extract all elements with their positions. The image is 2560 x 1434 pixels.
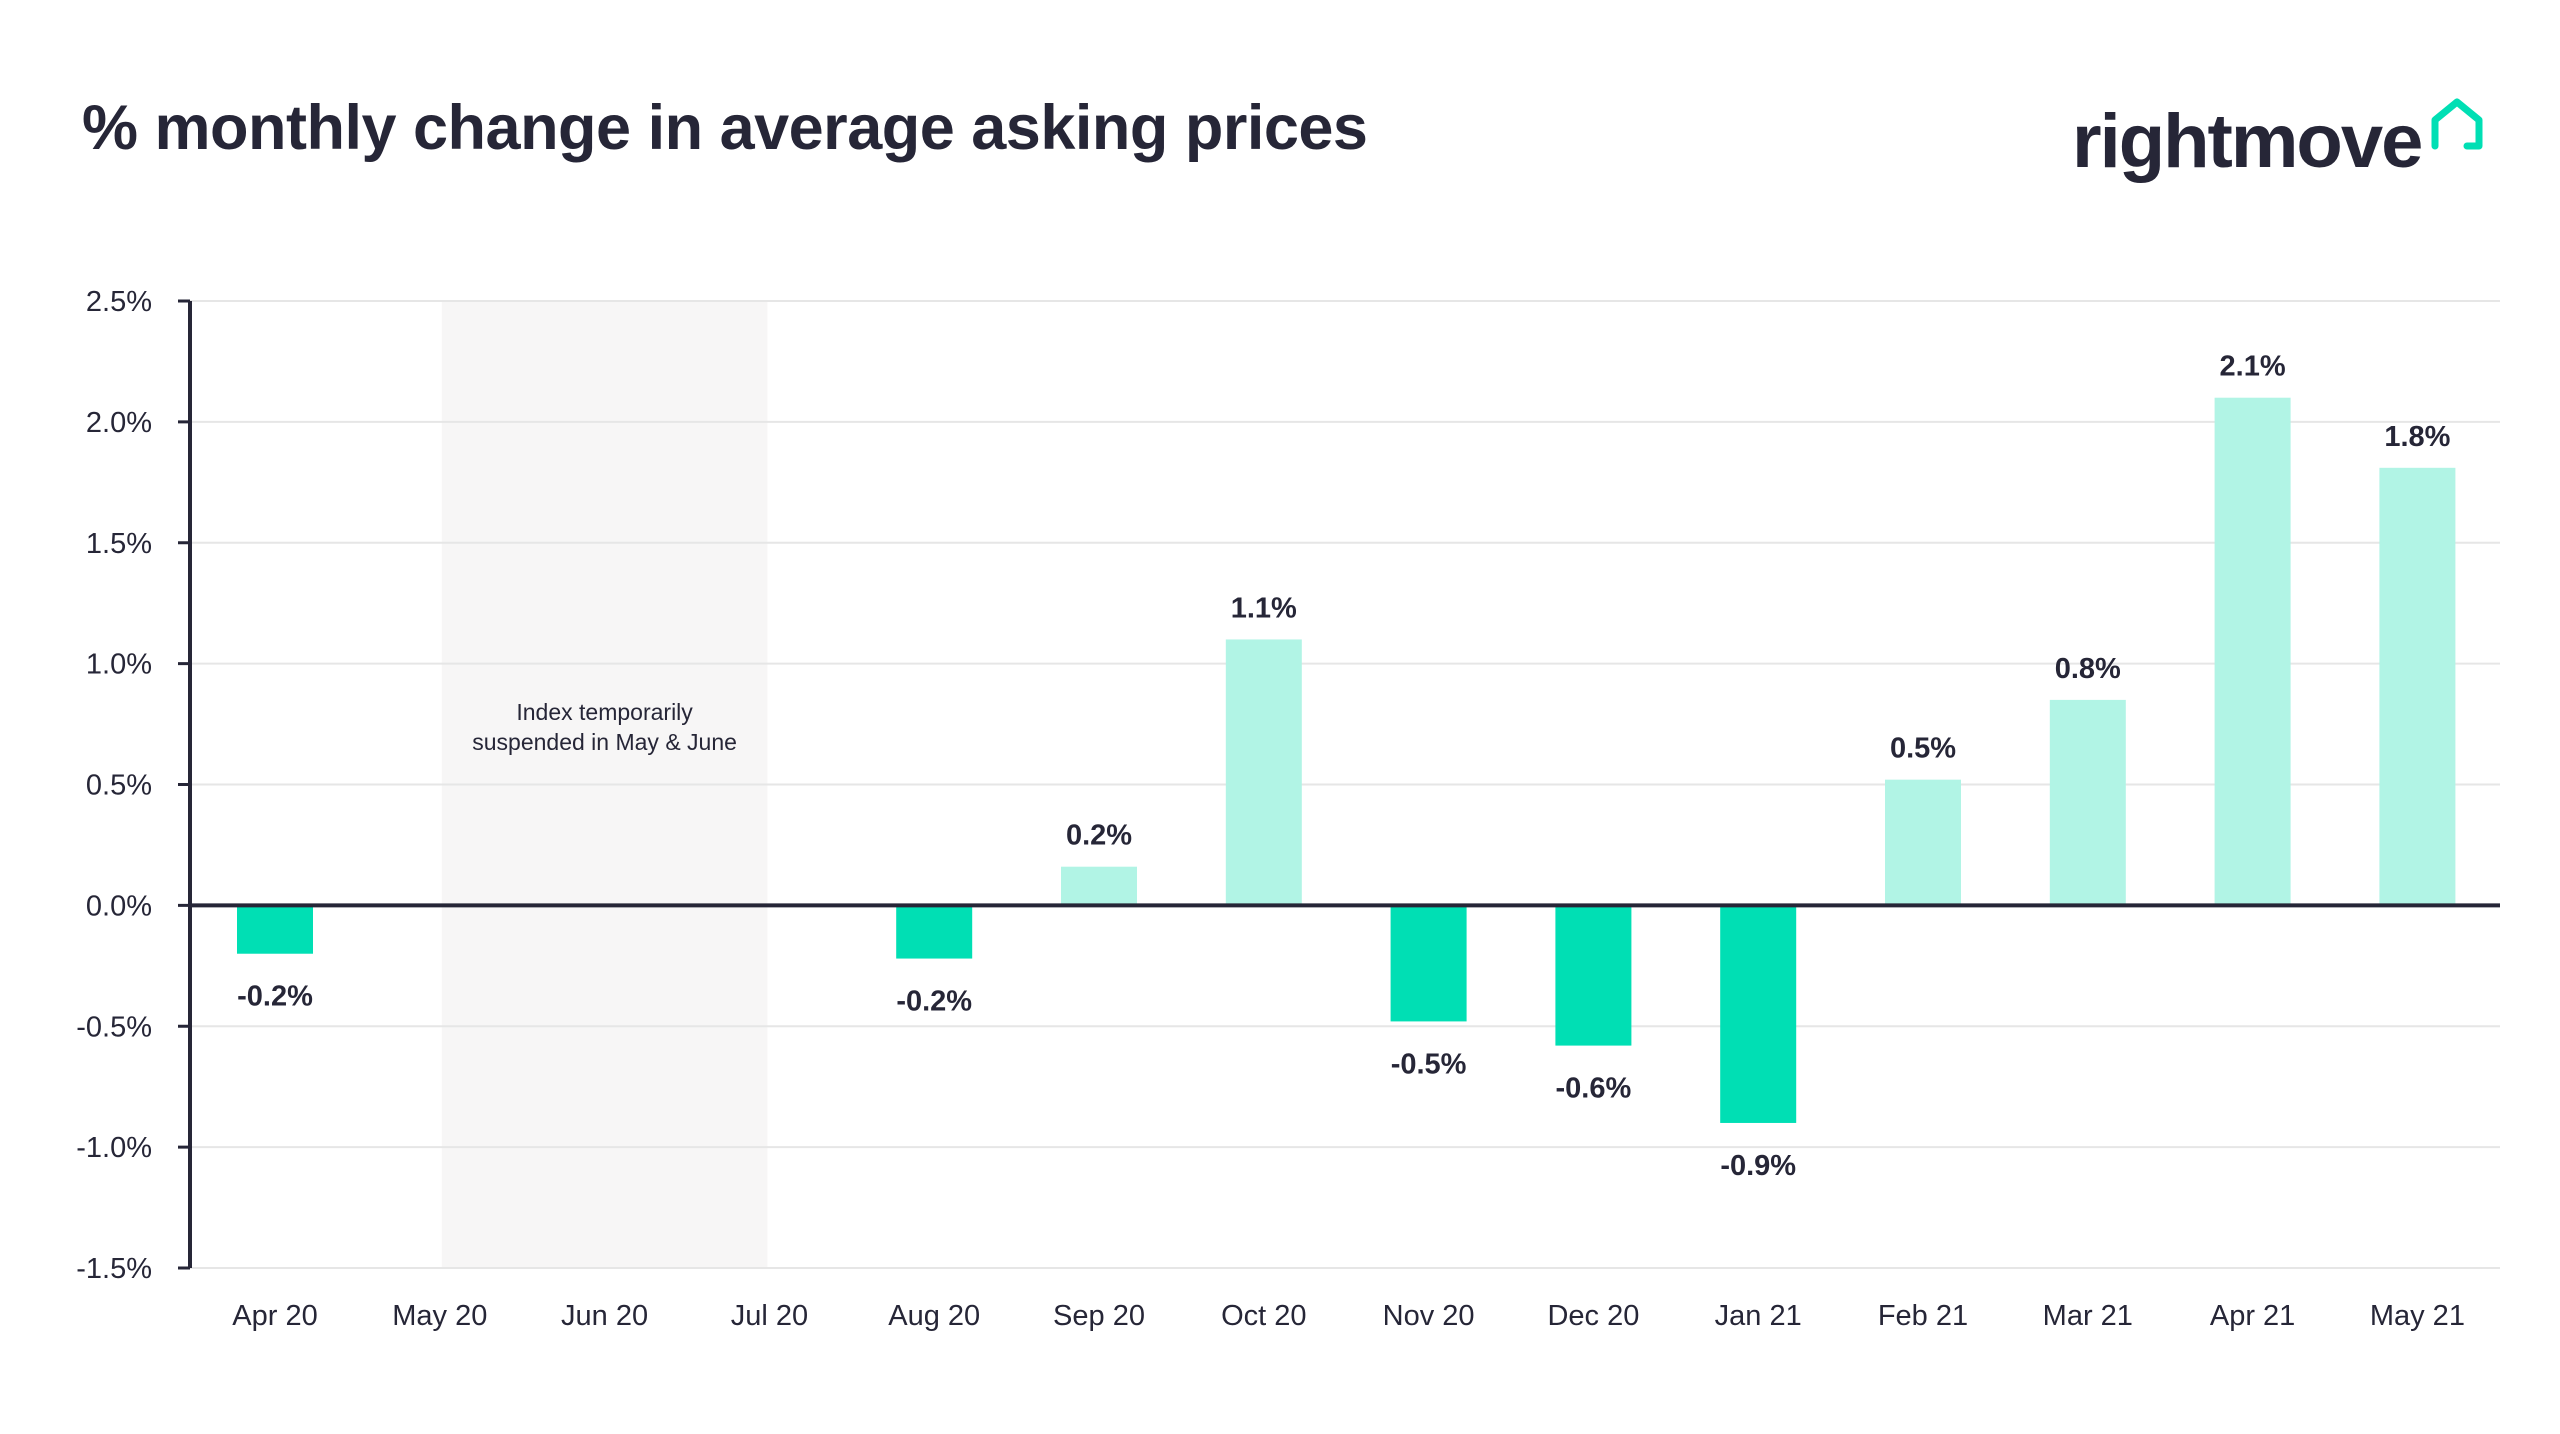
y-tick-label: 0.5% bbox=[86, 770, 152, 802]
y-tick-label: 2.5% bbox=[86, 286, 152, 318]
x-tick-label: Jan 21 bbox=[1715, 1300, 1802, 1332]
y-tick-label: 0.0% bbox=[86, 890, 152, 922]
y-tick-label: -1.0% bbox=[76, 1132, 152, 1164]
bar-sep-20 bbox=[1061, 866, 1137, 906]
y-tick-label: 2.0% bbox=[86, 407, 152, 439]
bar-jan-21 bbox=[1720, 905, 1797, 1123]
y-tick-label: -0.5% bbox=[76, 1011, 152, 1043]
x-tick-label: Apr 21 bbox=[2210, 1300, 2295, 1332]
bar-apr-21 bbox=[2214, 397, 2291, 906]
chart-title: % monthly change in average asking price… bbox=[82, 93, 1368, 163]
x-tick-label: Sep 20 bbox=[1053, 1300, 1145, 1332]
x-tick-label: Dec 20 bbox=[1547, 1300, 1639, 1332]
bar-oct-20 bbox=[1225, 639, 1302, 906]
x-tick-label: Oct 20 bbox=[1221, 1300, 1306, 1332]
x-tick-label: Mar 21 bbox=[2043, 1300, 2133, 1332]
data-label: -0.2% bbox=[896, 986, 972, 1018]
y-tick-label: -1.5% bbox=[76, 1253, 152, 1285]
bar-apr-20 bbox=[237, 905, 313, 954]
data-label: -0.6% bbox=[1556, 1073, 1632, 1105]
data-label: 0.8% bbox=[2055, 653, 2121, 685]
x-tick-label: May 20 bbox=[392, 1300, 487, 1332]
y-tick-label: 1.0% bbox=[86, 649, 152, 681]
x-tick-label: Nov 20 bbox=[1383, 1300, 1475, 1332]
x-tick-label: Jul 20 bbox=[731, 1300, 808, 1332]
data-label: -0.9% bbox=[1720, 1150, 1796, 1182]
x-tick-label: May 21 bbox=[2370, 1300, 2465, 1332]
suspension-note: Index temporarily bbox=[516, 699, 693, 725]
x-tick-label: Feb 21 bbox=[1878, 1300, 1968, 1332]
x-tick-label: Jun 20 bbox=[561, 1300, 648, 1332]
suspension-note: suspended in May & June bbox=[472, 729, 737, 755]
data-label: -0.2% bbox=[237, 981, 313, 1013]
data-label: 2.1% bbox=[2220, 351, 2286, 383]
bar-mar-21 bbox=[2049, 699, 2126, 906]
house-outline-icon bbox=[2431, 98, 2483, 150]
y-tick-label: 1.5% bbox=[86, 528, 152, 560]
data-label: 0.2% bbox=[1066, 820, 1132, 852]
bar-may-21 bbox=[2379, 467, 2456, 906]
x-tick-label: Apr 20 bbox=[232, 1300, 317, 1332]
x-tick-label: Aug 20 bbox=[888, 1300, 980, 1332]
data-label: -0.5% bbox=[1391, 1048, 1467, 1080]
bar-feb-21 bbox=[1885, 779, 1961, 906]
bar-dec-20 bbox=[1555, 905, 1632, 1046]
data-label: 1.8% bbox=[2384, 421, 2450, 453]
bar-aug-20 bbox=[896, 905, 973, 959]
bar-nov-20 bbox=[1390, 905, 1467, 1022]
data-label: 1.1% bbox=[1231, 592, 1297, 624]
logo-wordmark: rightmove bbox=[2072, 99, 2423, 184]
data-label: 0.5% bbox=[1890, 733, 1956, 765]
rightmove-logo: rightmove bbox=[2072, 92, 2485, 192]
